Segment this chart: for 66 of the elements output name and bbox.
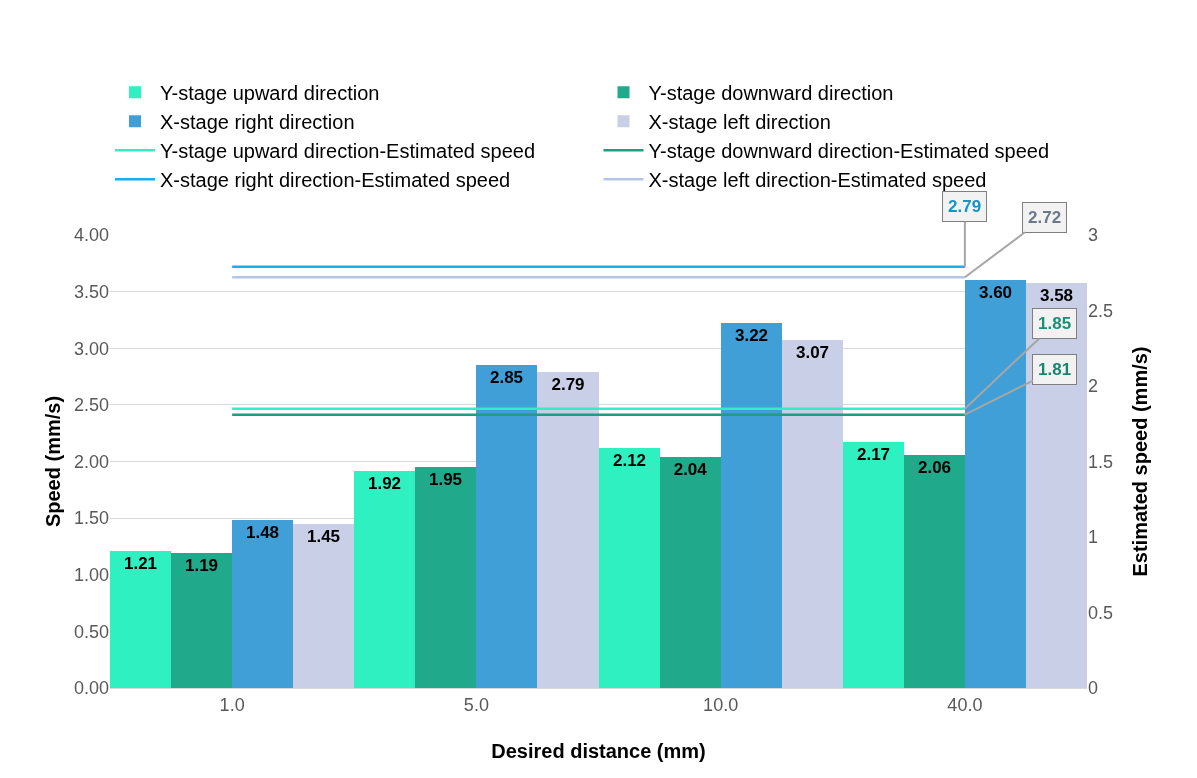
data-label: 1.92 <box>367 474 402 493</box>
legend-label: Y-stage downward direction <box>648 82 894 105</box>
bar <box>171 553 232 688</box>
data-label: 3.58 <box>1039 286 1074 305</box>
bar <box>782 340 843 688</box>
legend-label: Y-stage upward direction-Estimated speed <box>160 140 536 163</box>
y-tick-label: 3.00 <box>73 338 109 359</box>
legend-label: X-stage right direction-Estimated speed <box>160 169 511 192</box>
y2-tick-label: 2 <box>1088 376 1099 397</box>
bar <box>843 442 904 688</box>
data-label: 3.22 <box>734 326 769 345</box>
data-label: 2.79 <box>551 375 585 394</box>
data-label: 1.45 <box>306 527 341 546</box>
x-tick-label: 1.0 <box>219 694 245 715</box>
bar <box>965 280 1026 688</box>
bar <box>904 455 965 688</box>
bar <box>660 457 721 688</box>
x-tick-label: 10.0 <box>703 694 739 715</box>
legend-label: X-stage right direction <box>160 111 355 134</box>
legend-label: X-stage left direction-Estimated speed <box>648 169 987 192</box>
y2-tick-label: 2.5 <box>1088 300 1114 321</box>
bar <box>721 323 782 688</box>
data-label: 3.07 <box>795 343 830 362</box>
bar <box>232 520 293 688</box>
bar <box>415 467 476 688</box>
data-label: 1.48 <box>245 523 280 542</box>
x-axis-title: Desired distance (mm) <box>491 740 706 762</box>
y-tick-label: 1.50 <box>73 508 109 529</box>
data-label: 2.72 <box>1028 208 1062 227</box>
legend-label: Y-stage downward direction-Estimated speed <box>648 140 1050 163</box>
legend-label: X-stage left direction <box>648 111 831 134</box>
bar <box>354 471 415 688</box>
data-label: 2.06 <box>917 458 952 477</box>
y-tick-label: 3.50 <box>73 281 109 302</box>
bar <box>537 372 599 688</box>
data-label: 2.17 <box>856 445 891 464</box>
y2-tick-label: 1 <box>1088 527 1099 548</box>
y2-tick-label: 3 <box>1088 225 1099 246</box>
data-label: 1.81 <box>1038 360 1072 379</box>
x-tick-label: 40.0 <box>947 694 983 715</box>
y2-tick-label: 0.5 <box>1088 602 1114 623</box>
data-label: 2.79 <box>948 197 982 216</box>
y-tick-label: 4.00 <box>73 225 109 246</box>
data-label: 2.12 <box>612 451 647 470</box>
data-label: 1.19 <box>184 556 219 575</box>
bar <box>599 448 660 688</box>
data-label: 1.85 <box>1038 314 1072 333</box>
y2-axis-title: Estimated speed (mm/s) <box>1129 346 1151 577</box>
bar <box>476 365 537 688</box>
y-tick-label: 0.00 <box>73 678 109 699</box>
data-label: 2.85 <box>489 368 524 387</box>
data-label: 3.60 <box>978 283 1013 302</box>
y2-tick-label: 0 <box>1088 678 1099 699</box>
x-tick-label: 5.0 <box>463 694 489 715</box>
bar <box>293 524 354 688</box>
data-label: 1.21 <box>123 554 158 573</box>
y2-tick-label: 1.5 <box>1088 451 1114 472</box>
y-tick-label: 0.50 <box>73 621 109 642</box>
y-tick-label: 1.00 <box>73 565 109 586</box>
legend-label: Y-stage upward direction <box>160 82 380 105</box>
bar <box>110 551 171 688</box>
data-label: 1.95 <box>428 470 463 489</box>
y-axis-title: Speed (mm/s) <box>42 395 64 528</box>
data-label: 2.04 <box>673 460 708 479</box>
y-tick-label: 2.50 <box>73 395 109 416</box>
y-tick-label: 2.00 <box>73 451 109 472</box>
